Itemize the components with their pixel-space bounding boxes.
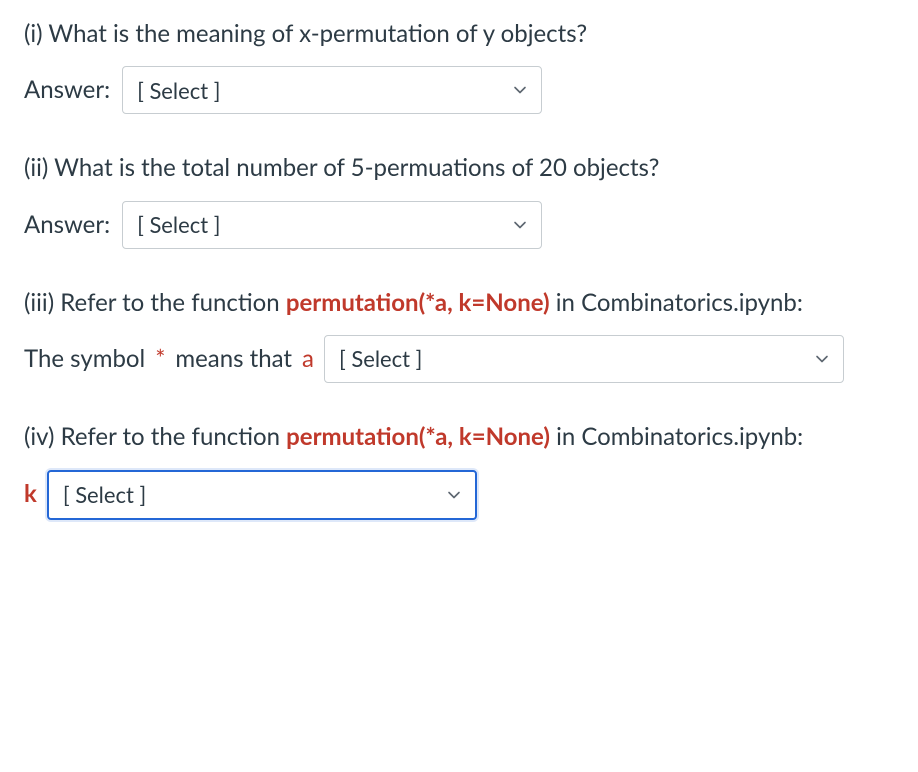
question-3-suffix: in Combinatorics.ipynb: <box>550 288 803 317</box>
question-3-line2-code: a <box>302 343 314 375</box>
chevron-down-icon <box>513 83 527 97</box>
question-4-text: (iv) Refer to the function permutation(*… <box>24 421 894 453</box>
asterisk-symbol: * <box>155 343 165 375</box>
question-3-prefix: Refer to the function <box>60 288 286 317</box>
question-1: (i) What is the meaning of x-permutation… <box>24 18 894 114</box>
select-q4[interactable]: [ Select ] <box>47 470 477 520</box>
question-1-text: (i) What is the meaning of x-permutation… <box>24 18 894 50</box>
question-3-line2-mid: means that <box>175 343 292 375</box>
question-1-numeral: (i) <box>24 19 43 48</box>
question-2-text: (ii) What is the total number of 5-permu… <box>24 152 894 184</box>
question-3-numeral: (iii) <box>24 288 54 317</box>
question-4-suffix: in Combinatorics.ipynb: <box>550 422 803 451</box>
question-2-body: What is the total number of 5-permuation… <box>54 153 659 182</box>
question-4: (iv) Refer to the function permutation(*… <box>24 421 894 519</box>
question-1-body: What is the meaning of x-permutation of … <box>48 19 587 48</box>
question-4-code: permutation(*a, k=None) <box>286 422 550 451</box>
select-q4-value: [ Select ] <box>63 480 146 510</box>
answer-label-2: Answer: <box>24 209 110 241</box>
select-q2-value: [ Select ] <box>137 210 220 240</box>
k-label: k <box>24 478 37 510</box>
question-3: (iii) Refer to the function permutation(… <box>24 287 894 383</box>
question-2: (ii) What is the total number of 5-permu… <box>24 152 894 248</box>
select-q3-value: [ Select ] <box>339 344 422 374</box>
question-3-line2-before: The symbol <box>24 343 145 375</box>
question-4-numeral: (iv) <box>24 422 54 451</box>
select-q2[interactable]: [ Select ] <box>122 201 542 249</box>
chevron-down-icon <box>815 352 829 366</box>
question-3-code: permutation(*a, k=None) <box>286 288 550 317</box>
question-3-text: (iii) Refer to the function permutation(… <box>24 287 894 319</box>
question-2-answer-row: Answer: [ Select ] <box>24 201 894 249</box>
question-1-answer-row: Answer: [ Select ] <box>24 66 894 114</box>
chevron-down-icon <box>447 488 461 502</box>
select-q1-value: [ Select ] <box>137 76 220 106</box>
select-q3[interactable]: [ Select ] <box>324 335 844 383</box>
select-q1[interactable]: [ Select ] <box>122 66 542 114</box>
chevron-down-icon <box>513 218 527 232</box>
answer-label-1: Answer: <box>24 74 110 106</box>
question-2-numeral: (ii) <box>24 153 48 182</box>
question-4-prefix: Refer to the function <box>61 422 287 451</box>
question-4-answer-row: k [ Select ] <box>24 470 894 520</box>
question-3-answer-row: The symbol * means that a [ Select ] <box>24 335 894 383</box>
